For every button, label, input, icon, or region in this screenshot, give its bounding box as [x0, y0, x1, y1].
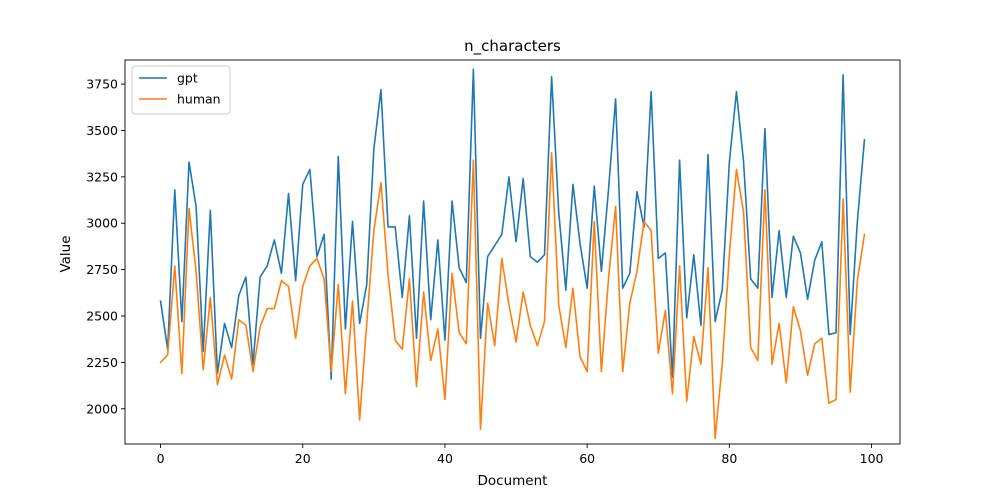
y-tick-label: 3250 [86, 169, 118, 184]
series-line-human [159, 151, 866, 440]
x-tick-label: 40 [437, 451, 453, 466]
legend: gpt human [131, 65, 231, 115]
x-tick-label: 80 [721, 451, 737, 466]
x-axis: 0 20 40 60 80 100 [157, 444, 884, 466]
x-tick-label: 100 [860, 451, 884, 466]
legend-label-human: human [177, 92, 221, 107]
y-tick-label: 3500 [86, 123, 118, 138]
y-axis: 2000 2250 2500 2750 3000 3250 3500 3750 [86, 77, 125, 416]
series-line-gpt [159, 68, 866, 380]
y-tick-label: 2250 [86, 355, 118, 370]
x-tick-label: 0 [157, 451, 165, 466]
x-axis-label: Document [478, 473, 548, 489]
y-tick-label: 2500 [86, 309, 118, 324]
x-tick-label: 20 [295, 451, 311, 466]
chart-title: n_characters [464, 37, 561, 56]
plot-area [124, 59, 901, 445]
legend-label-gpt: gpt [177, 71, 198, 86]
y-axis-label: Value [58, 235, 74, 272]
x-tick-label: 60 [579, 451, 595, 466]
y-tick-label: 2750 [86, 262, 118, 277]
y-tick-label: 3000 [86, 216, 118, 231]
y-tick-label: 3750 [86, 77, 118, 92]
y-tick-label: 2000 [86, 401, 118, 416]
plot-frame [124, 59, 901, 445]
